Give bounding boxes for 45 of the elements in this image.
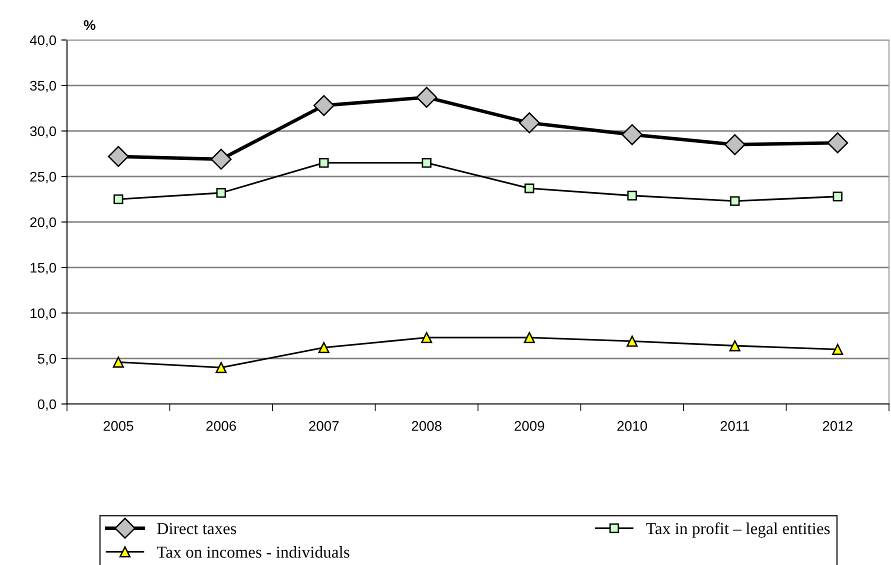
x-tick-label: 2005 bbox=[104, 421, 134, 431]
legend-label: Direct taxes bbox=[157, 523, 236, 534]
x-tick-label: 2011 bbox=[720, 421, 750, 431]
y-tick-label: 5,0 bbox=[38, 354, 56, 366]
point bbox=[729, 340, 740, 352]
point bbox=[524, 332, 535, 344]
point bbox=[626, 336, 638, 347]
point bbox=[730, 196, 740, 206]
point bbox=[622, 124, 643, 146]
y-tick-label: 30,0 bbox=[30, 126, 56, 138]
x-tick-label: 2009 bbox=[514, 421, 544, 431]
x-tick-label: 2007 bbox=[309, 421, 339, 431]
x-tick-label: 2010 bbox=[617, 421, 648, 431]
point bbox=[210, 148, 232, 170]
y-axis-title: % bbox=[84, 20, 96, 30]
legend-label: Tax in profit – legal entities bbox=[646, 522, 830, 538]
legend-label: Tax on incomes - individuals bbox=[156, 546, 350, 558]
y-tick-label: 15,0 bbox=[30, 262, 56, 274]
point bbox=[313, 95, 334, 116]
x-tick-label: 2008 bbox=[412, 421, 442, 431]
point bbox=[416, 86, 438, 108]
point bbox=[827, 132, 848, 154]
point bbox=[216, 188, 226, 198]
point bbox=[216, 362, 227, 374]
point bbox=[319, 158, 329, 168]
point bbox=[524, 183, 534, 194]
x-tick-label: 2006 bbox=[206, 421, 236, 431]
x-tick-label: 2012 bbox=[822, 421, 852, 431]
y-tick-label: 40,0 bbox=[30, 35, 56, 47]
point bbox=[421, 332, 432, 344]
point bbox=[422, 158, 432, 168]
point bbox=[108, 146, 129, 167]
point bbox=[832, 344, 844, 355]
point bbox=[832, 192, 842, 202]
point bbox=[627, 190, 637, 200]
point bbox=[518, 112, 540, 134]
y-tick-label: 20,0 bbox=[30, 217, 56, 229]
point bbox=[112, 356, 124, 368]
y-tick-label: 25,0 bbox=[30, 172, 56, 184]
y-tick-label: 10,0 bbox=[30, 308, 56, 320]
point bbox=[318, 342, 330, 354]
point bbox=[724, 134, 746, 156]
y-tick-label: 0,0 bbox=[38, 399, 56, 411]
point bbox=[114, 194, 124, 204]
y-tick-label: 35,0 bbox=[30, 80, 56, 92]
